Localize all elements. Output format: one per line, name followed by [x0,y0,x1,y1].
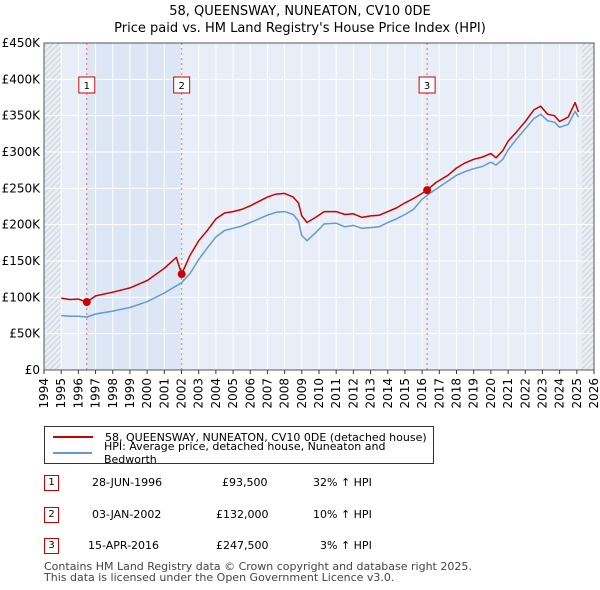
x-tick-label: 2014 [381,378,395,409]
transaction-date: 15-APR-2016 [88,539,160,552]
footer-copyright: Contains HM Land Registry data © Crown c… [44,560,472,573]
transaction-date: 03-JAN-2002 [92,508,162,521]
transaction-badge: 1 [44,475,59,491]
x-tick-label: 2024 [553,378,567,409]
x-tick-label: 2025 [570,378,584,409]
sale-label-box [418,76,436,94]
footer-license: This data is licensed under the Open Gov… [44,571,395,584]
x-tick-label: 2016 [415,378,429,409]
legend-line-hpi [53,452,92,454]
x-tick-label: 1998 [106,378,120,409]
x-tick-label: 2006 [243,378,257,409]
x-tick-label: 2012 [346,378,360,409]
x-tick-label: 2004 [209,378,223,409]
x-tick-label: 2001 [157,378,171,409]
legend-label-property: 58, QUEENSWAY, NUNEATON, CV10 0DE (detac… [105,430,427,444]
x-tick-label: 2026 [587,378,600,409]
transaction-price: £93,500 [222,476,268,489]
y-tick-label: £250K [2,181,42,195]
sale-label-box [173,76,191,94]
transaction-hpi: 10% ↑ HPI [313,508,372,521]
legend-line-property [53,436,93,438]
y-tick-label: £50K [9,327,41,341]
series-line-hpi [61,110,580,318]
x-tick-label: 2009 [295,378,309,409]
sale-label: 2 [178,81,184,92]
sale-period-band [86,43,182,370]
plot-border [43,42,595,371]
y-tick-label: £150K [2,254,42,268]
y-tick-label: £350K [2,109,42,123]
chart-subtitle: Price paid vs. HM Land Registry's House … [114,21,486,36]
y-tick-label: £0 [25,363,40,377]
x-tick-label: 2003 [192,378,206,409]
x-tick-label: 2002 [175,378,189,409]
x-tick-label: 1996 [71,378,85,409]
x-tick-label: 2023 [535,378,549,409]
x-tick-label: 2017 [432,378,446,409]
x-tick-label: 2000 [140,378,154,409]
sale-point [82,298,91,307]
sale-label-box [78,76,96,94]
x-tick-label: 2010 [312,378,326,409]
transaction-hpi: 3% ↑ HPI [320,539,372,552]
x-tick-label: 2007 [260,378,274,409]
chart-title: 58, QUEENSWAY, NUNEATON, CV10 0DE [169,4,431,19]
x-tick-label: 2020 [484,378,498,409]
y-tick-label: £400K [2,72,42,86]
no-data-region-end [581,43,594,370]
price-chart: 1 2 3 £0 £50K £100K £150K £200K £250K £300K £350K £… [2,36,600,409]
transaction-badge: 2 [44,507,59,523]
x-tick-label: 2019 [467,378,481,409]
x-tick-label: 2013 [364,378,378,409]
x-tick-label: 1999 [123,378,137,409]
x-tick-label: 2008 [278,378,292,409]
transaction-date: 28-JUN-1996 [92,476,163,489]
legend-item-hpi: HPI: Average price, detached house, Nune… [53,440,433,466]
x-tick-label: 1995 [54,378,68,409]
sale-label: 1 [84,81,90,92]
x-tick-label: 2011 [329,378,343,409]
y-tick-label: £100K [2,290,42,304]
transaction-badge: 3 [44,538,59,554]
legend-label-hpi: HPI: Average price, detached house, Nune… [103,440,386,466]
no-data-region-start [44,43,62,370]
x-tick-label: 2005 [226,378,240,409]
x-tick-label: 1997 [89,378,103,409]
x-tick-label: 1994 [37,378,51,409]
sale-label: 3 [424,81,430,92]
x-tick-label: 2021 [501,378,515,409]
legend: 58, QUEENSWAY, NUNEATON, CV10 0DE (detac… [44,426,434,466]
y-tick-label: £200K [2,218,42,232]
sale-point [423,186,432,195]
y-tick-label: £450K [2,36,42,50]
transaction-price: £132,000 [216,508,269,521]
x-tick-label: 2018 [450,378,464,409]
x-tick-label: 2022 [518,378,532,409]
transaction-hpi: 32% ↑ HPI [313,476,372,489]
legend-item-property: 58, QUEENSWAY, NUNEATON, CV10 0DE (detac… [53,429,427,445]
y-tick-label: £300K [2,145,42,159]
sale-point [177,270,186,279]
transaction-price: £247,500 [216,539,269,552]
x-tick-label: 2015 [398,378,412,409]
